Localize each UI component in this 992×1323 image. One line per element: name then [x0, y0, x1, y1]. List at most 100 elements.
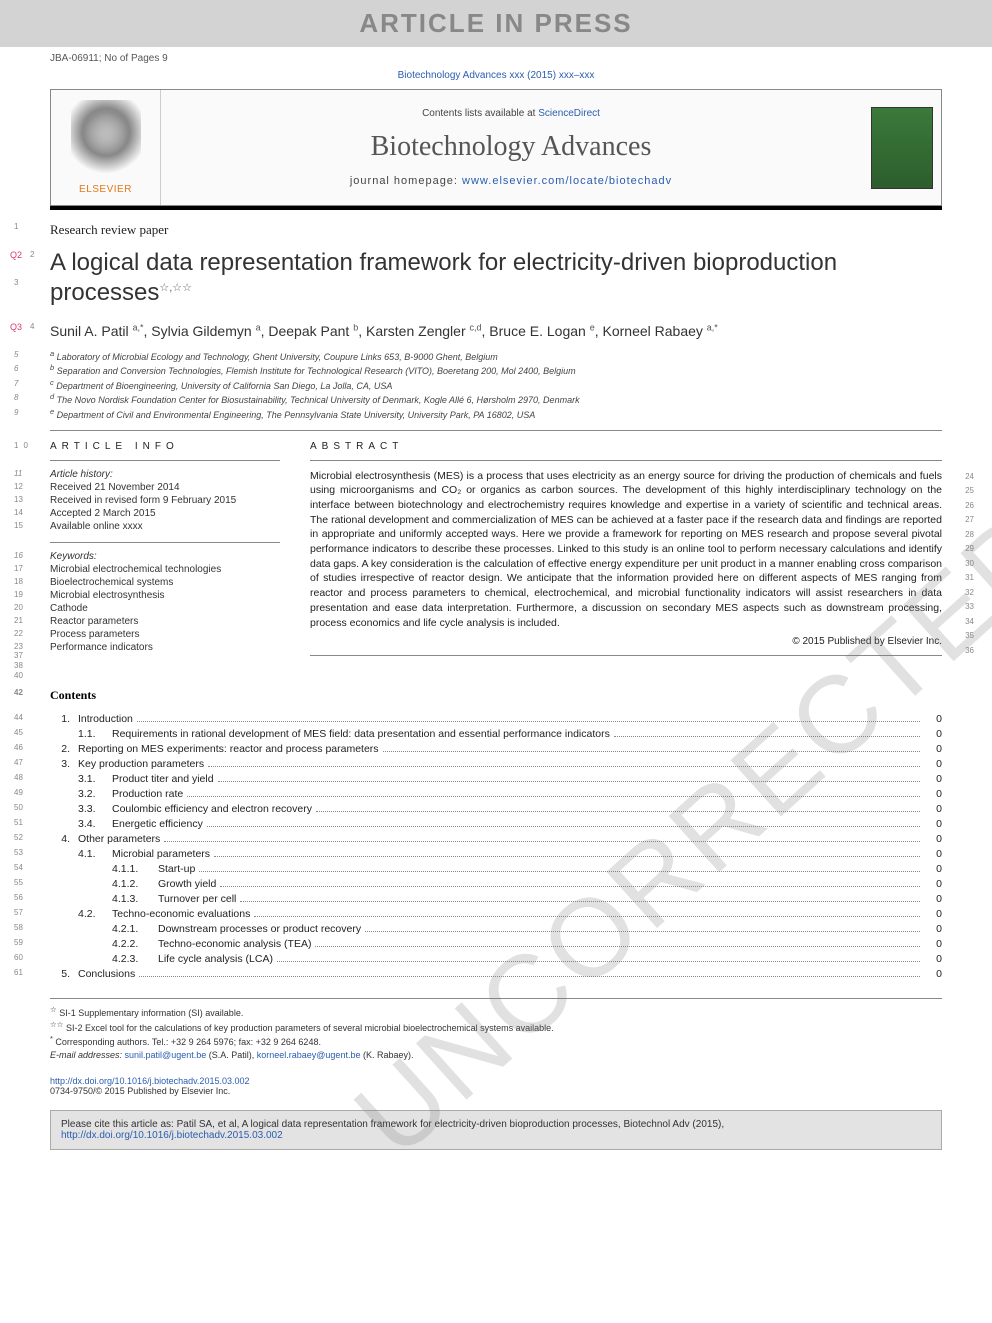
- toc-page: 0: [924, 743, 942, 755]
- toc-page: 0: [924, 773, 942, 785]
- toc-row: 52 4. Other parameters 0: [50, 833, 942, 845]
- keywords-heading: 16 Keywords:: [50, 551, 280, 562]
- toc-page: 0: [924, 728, 942, 740]
- toc-number: 3.4.: [50, 818, 112, 830]
- keywords-block: 17Microbial electrochemical technologies…: [50, 564, 280, 653]
- in-press-banner: ARTICLE IN PRESS: [0, 0, 992, 47]
- contents-heading: 42 Contents: [50, 688, 942, 703]
- toc-row: 50 3.3. Coulombic efficiency and electro…: [50, 803, 942, 815]
- citation-box: Please cite this article as: Patil SA, e…: [50, 1110, 942, 1150]
- toc-leader-dots: [208, 758, 920, 767]
- toc-row: 57 4.2. Techno-economic evaluations 0: [50, 908, 942, 920]
- line-number: 45: [14, 728, 23, 737]
- abstract-heading: ABSTRACT: [310, 441, 942, 452]
- line-number: 16: [14, 551, 23, 560]
- toc-leader-dots: [137, 713, 920, 722]
- line-number: 24: [965, 471, 974, 482]
- toc-row: 51 3.4. Energetic efficiency 0: [50, 818, 942, 830]
- line-number: 27: [965, 514, 974, 525]
- footnote-line: ☆ SI-1 Supplementary information (SI) av…: [50, 1005, 942, 1020]
- toc-leader-dots: [254, 908, 920, 917]
- toc-row: 44 1. Introduction 0: [50, 713, 942, 725]
- line-number: 51: [14, 818, 23, 827]
- journal-title: Biotechnology Advances: [169, 131, 853, 163]
- line-number: 49: [14, 788, 23, 797]
- toc-number: 3.2.: [50, 788, 112, 800]
- line-number: 20: [14, 603, 23, 612]
- contents-list-prefix: Contents lists available at: [422, 108, 538, 119]
- article-content: 1 Research review paper Q2 2 3 A logical…: [50, 222, 942, 980]
- line-number: 30: [965, 558, 974, 569]
- publisher-name: ELSEVIER: [55, 184, 156, 195]
- line-number: 5: [14, 349, 18, 360]
- line-number: 53: [14, 848, 23, 857]
- toc-number: 3.1.: [50, 773, 112, 785]
- toc-page: 0: [924, 863, 942, 875]
- history-heading-text: Article history:: [50, 469, 113, 480]
- article-info-column: 10 ARTICLE INFO 11 Article history: 12Re…: [50, 441, 280, 665]
- toc-label: Growth yield: [158, 878, 216, 890]
- journal-homepage-line: journal homepage: www.elsevier.com/locat…: [169, 175, 853, 187]
- line-number: 34: [965, 616, 974, 627]
- line-number: 54: [14, 863, 23, 872]
- toc-number: 4.1.1.: [50, 863, 158, 875]
- cite-doi-link[interactable]: http://dx.doi.org/10.1016/j.biotechadv.2…: [61, 1130, 283, 1141]
- line-number: 21: [14, 616, 23, 625]
- journal-ref-link[interactable]: Biotechnology Advances xxx (2015) xxx–xx…: [398, 70, 595, 81]
- line-number: 29: [965, 543, 974, 554]
- line-number: 7: [14, 378, 18, 389]
- line-number: 6: [14, 363, 18, 374]
- toc-row: 45 1.1. Requirements in rational develop…: [50, 728, 942, 740]
- toc-number: 3.: [50, 758, 78, 770]
- toc-page: 0: [924, 893, 942, 905]
- toc-page: 0: [924, 968, 942, 980]
- toc-label: Start-up: [158, 863, 195, 875]
- toc-leader-dots: [218, 773, 920, 782]
- homepage-link[interactable]: www.elsevier.com/locate/biotechadv: [462, 175, 672, 187]
- elsevier-tree-icon: [71, 100, 141, 180]
- footnotes-block: ☆ SI-1 Supplementary information (SI) av…: [50, 998, 942, 1061]
- toc-number: 4.2.: [50, 908, 112, 920]
- toc-row: 49 3.2. Production rate 0: [50, 788, 942, 800]
- line-number: 11: [14, 469, 22, 478]
- toc-row: 59 4.2.2. Techno-economic analysis (TEA)…: [50, 938, 942, 950]
- toc-label: Microbial parameters: [112, 848, 210, 860]
- email-link[interactable]: sunil.patil@ugent.be: [125, 1050, 207, 1060]
- toc-number: 3.3.: [50, 803, 112, 815]
- line-number: 4: [30, 322, 34, 331]
- doi-link[interactable]: http://dx.doi.org/10.1016/j.biotechadv.2…: [50, 1076, 250, 1086]
- toc-page: 0: [924, 803, 942, 815]
- toc-leader-dots: [187, 788, 920, 797]
- line-number: 60: [14, 953, 23, 962]
- toc-number: 4.: [50, 833, 78, 845]
- line-number: 26: [965, 500, 974, 511]
- toc-page: 0: [924, 878, 942, 890]
- toc-row: 55 4.1.2. Growth yield 0: [50, 878, 942, 890]
- divider: [50, 460, 280, 461]
- line-number: 36: [965, 645, 974, 656]
- publisher-column: ELSEVIER: [51, 90, 161, 205]
- line-number: 37: [14, 651, 23, 660]
- toc-label: Coulombic efficiency and electron recove…: [112, 803, 312, 815]
- line-number: 14: [14, 508, 23, 517]
- sciencedirect-link[interactable]: ScienceDirect: [538, 108, 600, 119]
- abstract-column: ABSTRACT Microbial electrosynthesis (MES…: [310, 441, 942, 665]
- homepage-label: journal homepage:: [350, 175, 462, 187]
- toc-leader-dots: [199, 863, 920, 872]
- toc-row: 56 4.1.3. Turnover per cell 0: [50, 893, 942, 905]
- toc-page: 0: [924, 758, 942, 770]
- toc-leader-dots: [214, 848, 920, 857]
- info-heading-text: ARTICLE INFO: [50, 441, 179, 452]
- line-number: 42: [14, 688, 23, 697]
- journal-reference: Biotechnology Advances xxx (2015) xxx–xx…: [0, 66, 992, 89]
- line-number: 33: [965, 601, 974, 612]
- line-number: 10: [14, 441, 33, 450]
- line-number: 15: [14, 521, 23, 530]
- toc-page: 0: [924, 818, 942, 830]
- email-link[interactable]: korneel.rabaey@ugent.be: [257, 1050, 361, 1060]
- toc-number: 4.1.: [50, 848, 112, 860]
- toc-label: Key production parameters: [78, 758, 204, 770]
- toc-number: 4.1.3.: [50, 893, 158, 905]
- toc-page: 0: [924, 788, 942, 800]
- line-number: 9: [14, 407, 18, 418]
